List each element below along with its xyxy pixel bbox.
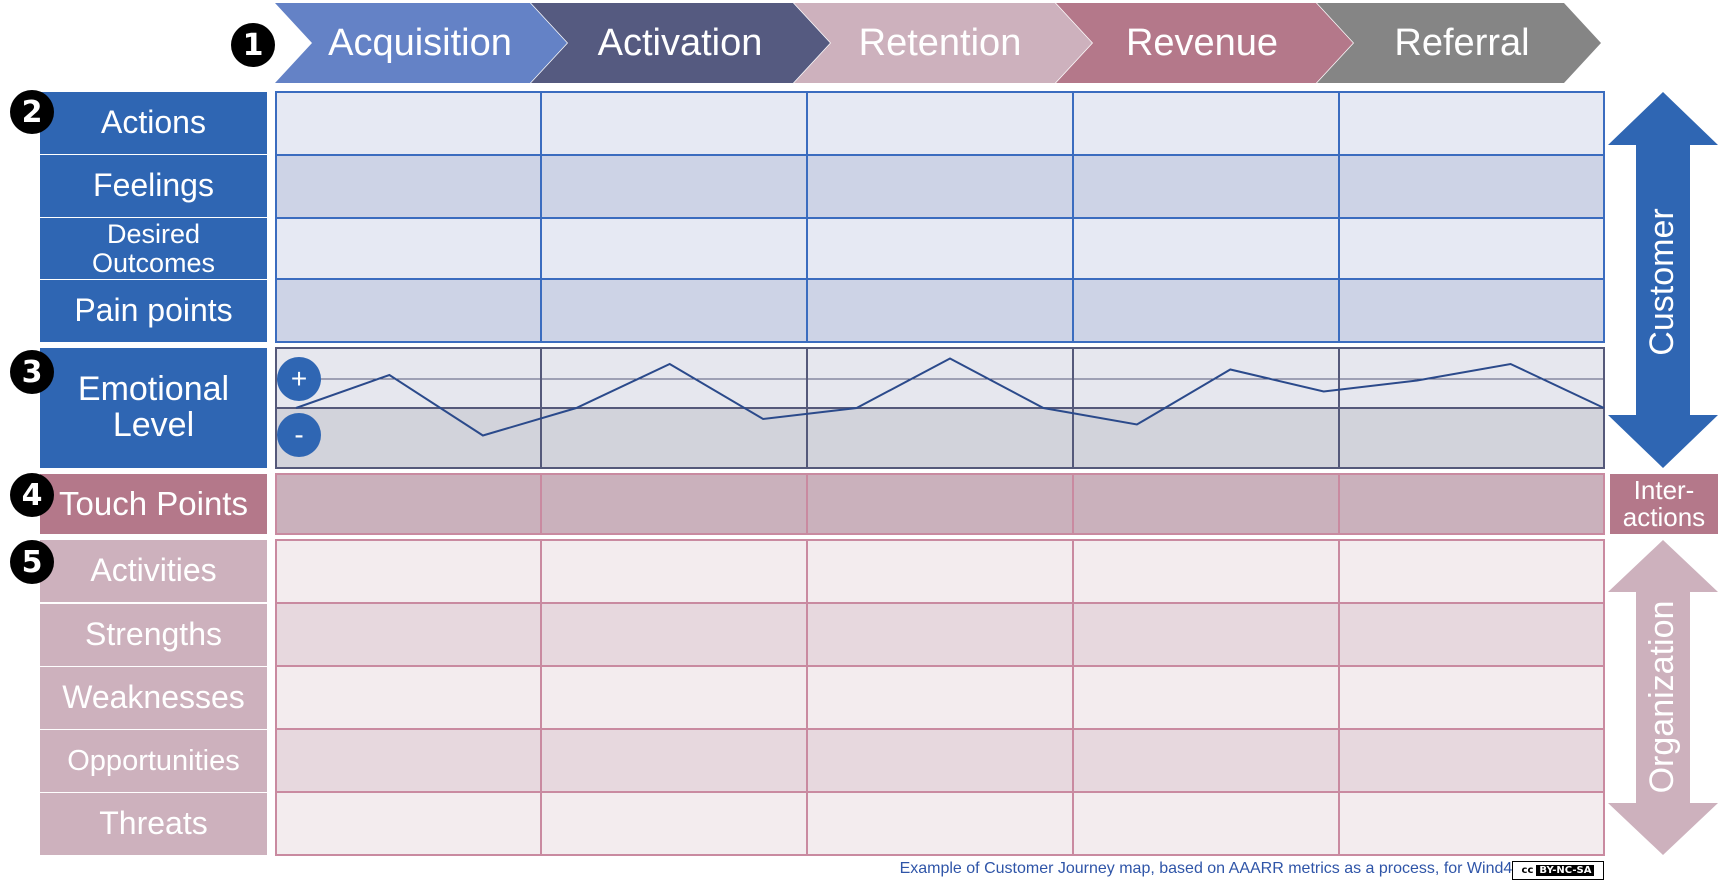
stage-revenue-chevron bbox=[1056, 3, 1353, 83]
stage-referral-chevron bbox=[1317, 3, 1601, 83]
stage-referral: Referral bbox=[1394, 21, 1530, 64]
step-badge-2: 2 bbox=[10, 90, 54, 134]
grid-row-opportunities bbox=[276, 729, 1604, 792]
row-label-threats: Threats bbox=[40, 793, 267, 855]
emotional-negative-band bbox=[276, 408, 1604, 468]
row-label-feelings: Feelings bbox=[40, 155, 267, 217]
row-label-emotional-level: Emotional Level bbox=[40, 348, 267, 468]
step-badge-1: 1 bbox=[231, 23, 275, 67]
emotional-positive-band bbox=[276, 348, 1604, 408]
stage-retention: Retention bbox=[858, 21, 1022, 64]
grid-row-actions bbox=[276, 92, 1604, 155]
customer-double-arrow bbox=[1608, 92, 1718, 468]
row-label-activities: Activities bbox=[40, 540, 267, 602]
emotional-plus-marker: + bbox=[277, 357, 321, 401]
grid-row-pain bbox=[276, 279, 1604, 342]
row-label-strengths: Strengths bbox=[40, 604, 267, 666]
cc-icon: cc bbox=[1521, 865, 1534, 876]
organization-double-arrow bbox=[1608, 540, 1718, 855]
side-label-interactions-line1: Inter- bbox=[1633, 474, 1695, 505]
row-label-desired-line2: Outcomes bbox=[91, 247, 216, 278]
side-label-interactions: Inter- actions bbox=[1610, 474, 1718, 534]
row-label-pain-points: Pain points bbox=[40, 280, 267, 342]
grid-row-threats bbox=[276, 792, 1604, 855]
row-label-emotional-line1: Emotional bbox=[77, 370, 230, 409]
license-badge[interactable]: cc BY-NC-SA bbox=[1512, 861, 1604, 880]
side-label-interactions-line2: actions bbox=[1622, 502, 1706, 532]
grid-row-activities bbox=[276, 540, 1604, 603]
stage-acquisition-chevron bbox=[275, 3, 567, 83]
row-label-actions: Actions bbox=[40, 92, 267, 154]
side-label-customer: Customer bbox=[1643, 208, 1681, 356]
stage-activation-chevron bbox=[531, 3, 830, 83]
emotional-level-line bbox=[295, 357, 1605, 437]
row-label-weaknesses: Weaknesses bbox=[40, 667, 267, 729]
emotional-grid bbox=[275, 347, 1605, 469]
grid-row-weaknesses bbox=[276, 666, 1604, 729]
grid-row-feelings bbox=[276, 155, 1604, 218]
row-label-desired-line1: Desired bbox=[106, 219, 201, 250]
grid-row-strengths bbox=[276, 603, 1604, 666]
stage-activation: Activation bbox=[597, 21, 763, 64]
stage-revenue: Revenue bbox=[1125, 21, 1279, 64]
footer-caption: Example of Customer Journey map, based o… bbox=[899, 860, 1603, 877]
side-label-organization: Organization bbox=[1643, 600, 1681, 794]
grid-organization-lines bbox=[275, 539, 1605, 856]
row-label-touch-points: Touch Points bbox=[40, 474, 267, 534]
interactions-box bbox=[1610, 474, 1718, 534]
stage-retention-chevron bbox=[794, 3, 1092, 83]
license-text: BY-NC-SA bbox=[1536, 865, 1595, 876]
step-badge-4: 4 bbox=[10, 473, 54, 517]
row-label-emotional-line2: Level bbox=[112, 406, 195, 444]
grid-row-touch-points bbox=[276, 474, 1604, 534]
grid-customer-lines bbox=[275, 91, 1605, 343]
row-label-desired-outcomes: Desired Outcomes bbox=[40, 218, 267, 279]
step-badge-5: 5 bbox=[10, 540, 54, 584]
stage-acquisition: Acquisition bbox=[328, 21, 512, 64]
grid-row-desired bbox=[276, 218, 1604, 279]
step-badge-3: 3 bbox=[10, 350, 54, 394]
grid-touch-lines bbox=[275, 473, 1605, 535]
emotional-minus-marker: - bbox=[277, 413, 321, 457]
row-label-opportunities: Opportunities bbox=[40, 730, 267, 792]
